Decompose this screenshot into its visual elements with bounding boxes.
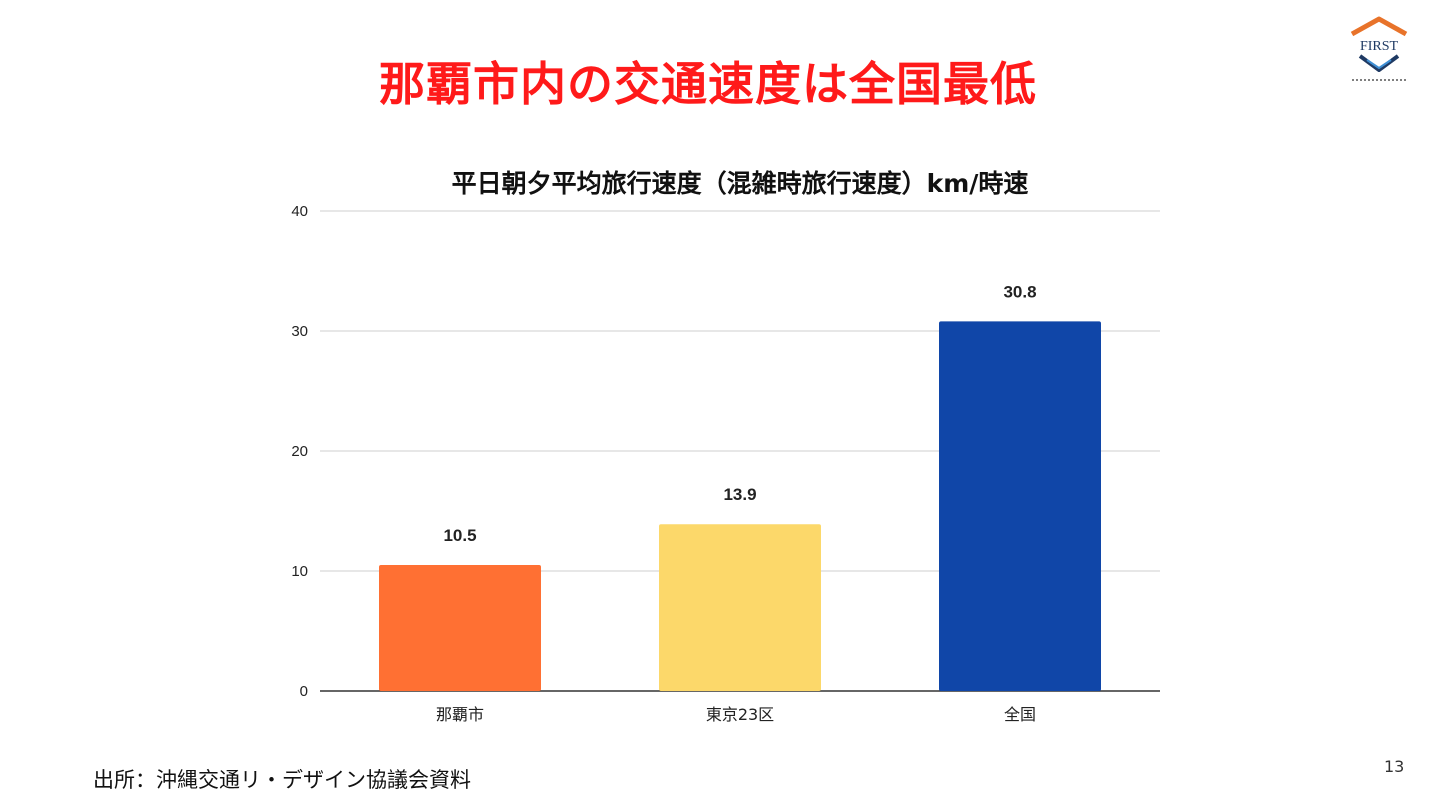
page-number: 13: [1384, 757, 1405, 776]
bar: [659, 524, 821, 691]
data-label: 13.9: [723, 485, 756, 504]
house-shield-logo-icon: FIRST: [1350, 16, 1408, 81]
labels: 0 10 20 30 40 10.5 那覇市 13.9 東京23区 30.8 全国: [291, 203, 1036, 724]
chart-title: 平日朝夕平均旅行速度（混雑時旅行速度）km/時速: [451, 169, 1029, 198]
data-label: 10.5: [443, 526, 476, 545]
bars: [379, 321, 1101, 691]
source-note: 出所：沖縄交通リ・デザイン協議会資料: [93, 768, 471, 792]
x-tick-label: 那覇市: [436, 705, 484, 724]
y-tick-label: 40: [291, 203, 308, 220]
y-tick-label: 10: [291, 563, 308, 580]
logo-text: FIRST: [1360, 39, 1399, 54]
company-logo: FIRST: [1346, 14, 1412, 86]
bar: [379, 565, 541, 691]
y-tick-label: 20: [291, 443, 308, 460]
y-tick-label: 0: [300, 683, 308, 700]
y-tick-label: 30: [291, 323, 308, 340]
x-tick-label: 東京23区: [706, 705, 774, 724]
data-label: 30.8: [1003, 282, 1036, 301]
slide-title: 那覇市内の交通速度は全国最低: [379, 57, 1037, 111]
x-tick-label: 全国: [1004, 705, 1036, 724]
bar: [939, 321, 1101, 691]
